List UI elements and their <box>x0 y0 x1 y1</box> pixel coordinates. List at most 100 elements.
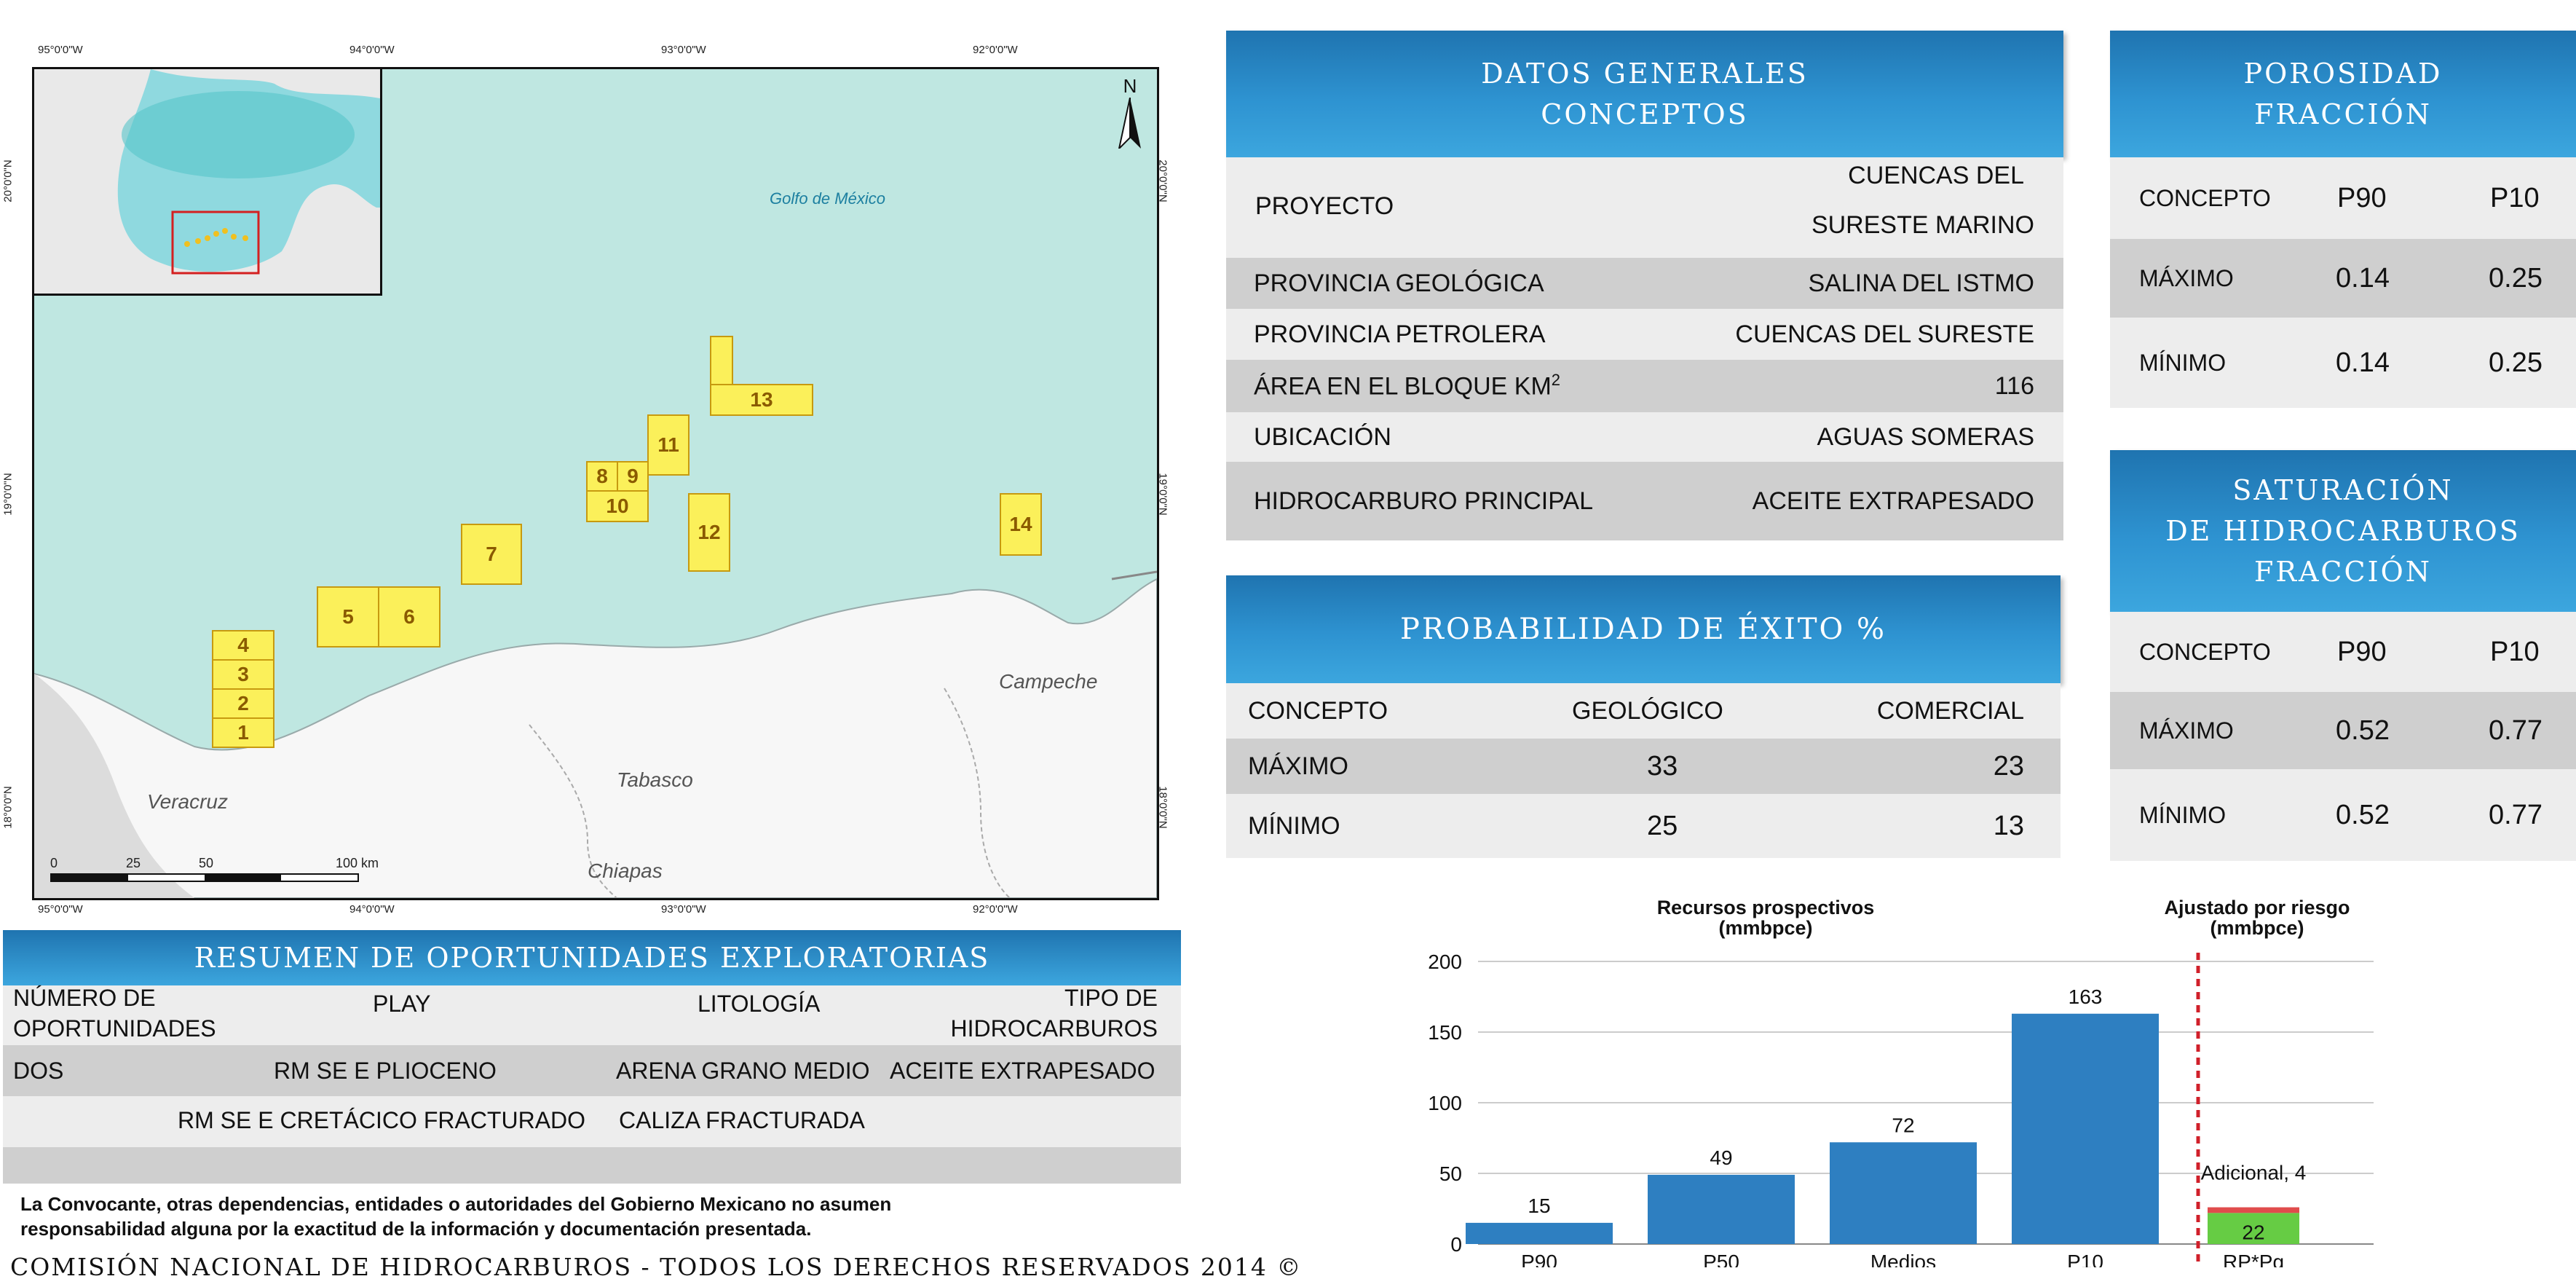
x-tick-label: Medios <box>1870 1251 1936 1267</box>
poro-label: MÁXIMO <box>2139 264 2234 291</box>
sat-value: 0.52 <box>2336 799 2390 830</box>
map-top-coord: 95°0'0"W <box>38 44 83 56</box>
map-block: 3 <box>212 659 274 690</box>
datos-generales-title-line1: DATOS GENERALES <box>1481 58 1809 90</box>
bar <box>2012 1013 2159 1244</box>
inset-map <box>34 69 382 296</box>
chart-title-right: Ajustado por riesgo (mmbpce) <box>2141 897 2374 938</box>
map-block: 2 <box>212 688 274 719</box>
map-top-coord: 94°0'0"W <box>349 44 395 56</box>
map-block: 6 <box>378 586 440 648</box>
bar <box>2208 1213 2299 1244</box>
scale-bar: 0 25 50 100 km <box>50 856 379 885</box>
sat-value: 0.52 <box>2336 715 2390 746</box>
poro-row-minimo: MÍNIMO 0.14 0.25 <box>2110 318 2576 408</box>
sat-header-row: CONCEPTO P90 P10 <box>2110 612 2576 692</box>
resumen-row-1 <box>3 1045 1181 1096</box>
chart-title-line: Ajustado por riesgo <box>2164 897 2350 918</box>
poro-value: 0.14 <box>2336 262 2390 294</box>
map-bottom-coord: 94°0'0"W <box>349 903 395 916</box>
sat-row-maximo: MÁXIMO 0.52 0.77 <box>2110 692 2576 769</box>
prob-value: 13 <box>1993 810 2024 841</box>
data-label: 72 <box>1892 1114 1914 1136</box>
y-tick-label: 0 <box>1450 1233 1462 1256</box>
map-left-coord: 19°0'0"N <box>1 473 15 516</box>
datos-row-area: ÁREA EN EL BLOQUE KM2 116 <box>1226 360 2063 412</box>
poro-col-concepto: CONCEPTO <box>2139 184 2271 211</box>
prob-row-minimo: MÍNIMO 25 13 <box>1226 794 2061 858</box>
land-area <box>34 570 1157 898</box>
resumen-col-litologia: LITOLOGÍA <box>698 991 821 1017</box>
map-top-coord: 92°0'0"W <box>973 44 1018 56</box>
region-label-tabasco: Tabasco <box>617 768 693 791</box>
y-tick-label: 150 <box>1428 1021 1462 1044</box>
data-label: 22 <box>2242 1221 2264 1243</box>
datos-value: CUENCAS DEL <box>1848 162 2024 189</box>
bar <box>1466 1222 1613 1244</box>
datos-value: SURESTE MARINO <box>1811 211 2034 239</box>
datos-value: AGUAS SOMERAS <box>1817 422 2034 451</box>
region-label-veracruz: Veracruz <box>147 790 229 813</box>
map-block: 8 <box>586 461 618 492</box>
datos-label: PROVINCIA PETROLERA <box>1254 320 1546 348</box>
sat-value: 0.77 <box>2489 799 2543 830</box>
footer-copyright: COMISIÓN NACIONAL DE HIDROCARBUROS - TOD… <box>10 1253 1303 1281</box>
y-tick-label: 100 <box>1428 1092 1462 1114</box>
prob-header-row: CONCEPTO GEOLÓGICO COMERCIAL <box>1226 683 2061 739</box>
datos-label: HIDROCARBURO PRINCIPAL <box>1254 487 1593 515</box>
scale-tick: 100 km <box>336 856 379 870</box>
resumen-col-numero: OPORTUNIDADES <box>13 1015 216 1042</box>
disclaimer-line: responsabilidad alguna por la exactitud … <box>20 1218 812 1240</box>
datos-row-provincia-petrolera: PROVINCIA PETROLERA CUENCAS DEL SURESTE <box>1226 309 2063 360</box>
north-label: N <box>1123 75 1137 97</box>
sat-col-concepto: CONCEPTO <box>2139 638 2271 665</box>
resumen-cell: RM SE E CRETÁCICO FRACTURADO <box>178 1107 586 1133</box>
chart-title-line: Recursos prospectivos <box>1656 897 1875 918</box>
poro-col-p10: P10 <box>2490 182 2540 213</box>
resumen-col-play: PLAY <box>373 991 431 1017</box>
disclaimer-line: La Convocante, otras dependencias, entid… <box>20 1193 892 1215</box>
datos-generales-title-line2: CONCEPTOS <box>1541 98 1749 130</box>
resumen-title: RESUMEN DE OPORTUNIDADES EXPLORATORIAS <box>194 942 990 974</box>
prob-value: 25 <box>1647 810 1678 841</box>
saturacion-header: SATURACIÓN DE HIDROCARBUROS FRACCIÓN <box>2110 450 2576 612</box>
prob-value: 33 <box>1647 750 1678 782</box>
region-label-campeche: Campeche <box>999 670 1098 693</box>
datos-label: UBICACIÓN <box>1254 422 1391 451</box>
poro-label: MÍNIMO <box>2139 349 2227 376</box>
saturacion-title-line3: FRACCIÓN <box>2254 556 2432 588</box>
poro-value: 0.25 <box>2489 262 2543 294</box>
resumen-cell: DOS <box>13 1058 64 1084</box>
saturacion-title-line1: SATURACIÓN <box>2232 474 2454 506</box>
map-bottom-coord: 93°0'0"W <box>661 903 706 916</box>
map-left-coord: 18°0'0"N <box>1 786 15 829</box>
sat-col-p90: P90 <box>2337 636 2387 667</box>
poro-row-maximo: MÁXIMO 0.14 0.25 <box>2110 239 2576 318</box>
prob-row-maximo: MÁXIMO 33 23 <box>1226 739 2061 794</box>
datos-label: ÁREA EN EL BLOQUE KM2 <box>1254 371 1561 401</box>
datos-row-hidrocarburo: HIDROCARBURO PRINCIPAL ACEITE EXTRAPESAD… <box>1226 462 2063 540</box>
resumen-col-tipo: HIDROCARBUROS <box>950 1015 1158 1042</box>
scale-tick: 0 <box>50 856 58 870</box>
sat-label: MÁXIMO <box>2139 717 2234 744</box>
datos-label: PROVINCIA GEOLÓGICA <box>1254 269 1544 297</box>
y-tick-label: 50 <box>1439 1162 1462 1185</box>
datos-row-provincia-geologica: PROVINCIA GEOLÓGICA SALINA DEL ISTMO <box>1226 258 2063 309</box>
poro-value: 0.25 <box>2489 347 2543 378</box>
resumen-cell: ACEITE EXTRAPESADO <box>890 1058 1155 1084</box>
prob-col-comercial: COMERCIAL <box>1876 696 2024 725</box>
map-block: 13 <box>710 384 813 416</box>
resumen-cell: CALIZA FRACTURADA <box>619 1107 865 1133</box>
sat-row-minimo: MÍNIMO 0.52 0.77 <box>2110 769 2576 861</box>
resumen-col-tipo: TIPO DE <box>1064 985 1158 1011</box>
x-tick-label: P50 <box>1703 1251 1739 1267</box>
map-bottom-coord: 95°0'0"W <box>38 903 83 916</box>
datos-value: CUENCAS DEL SURESTE <box>1735 320 2034 348</box>
poro-col-p90: P90 <box>2337 182 2387 213</box>
poro-header-row: CONCEPTO P90 P10 <box>2110 157 2576 239</box>
porosidad-title-line1: POROSIDAD <box>2243 58 2443 90</box>
datos-label: PROYECTO <box>1255 192 1394 220</box>
sat-col-p10: P10 <box>2490 636 2540 667</box>
map-left-coord: 20°0'0"N <box>1 160 15 202</box>
bar <box>1830 1142 1977 1244</box>
